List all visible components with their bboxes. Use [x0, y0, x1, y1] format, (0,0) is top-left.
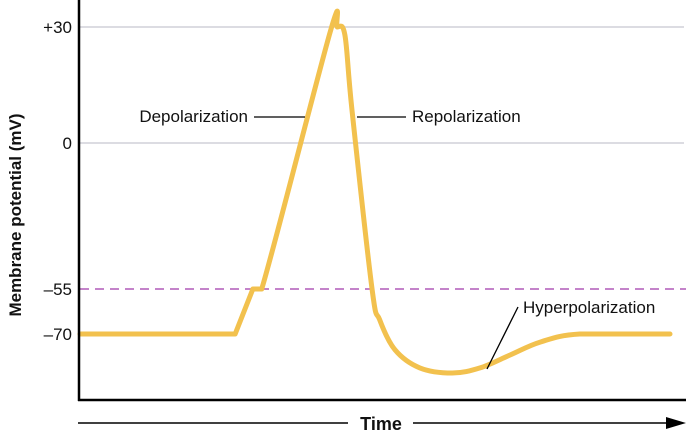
y-tick-label: 0 [63, 134, 72, 153]
hyperpolarization-label: Hyperpolarization [523, 298, 655, 317]
depolarization-label: Depolarization [139, 107, 248, 126]
y-tick-label: –55 [44, 280, 72, 299]
membrane-potential-curve [77, 8, 673, 376]
y-axis-label: Membrane potential (mV) [6, 113, 25, 316]
y-tick-label: –70 [44, 325, 72, 344]
repolarization-label: Repolarization [412, 107, 521, 126]
x-axis-label: Time [360, 414, 402, 434]
time-arrowhead-icon [666, 417, 686, 429]
y-tick-label: +30 [43, 18, 72, 37]
hyperpolarization-leader [486, 306, 519, 370]
